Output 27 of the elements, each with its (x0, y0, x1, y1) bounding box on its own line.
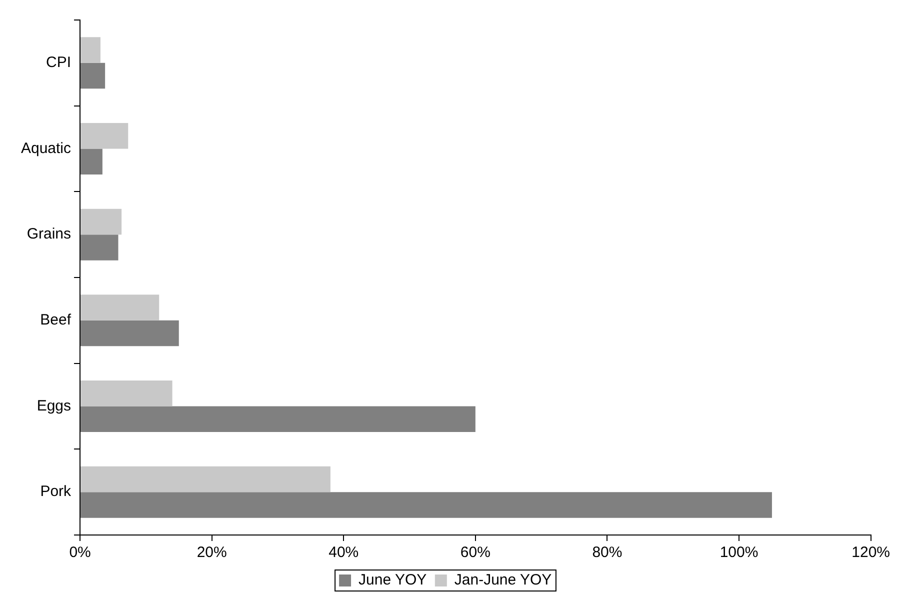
bar (80, 406, 476, 432)
bar (80, 294, 160, 320)
x-tick-label: 40% (328, 544, 359, 562)
y-tick-label: Aquatic (20, 140, 72, 157)
y-tick-label: CPI (46, 54, 72, 72)
bar (80, 62, 106, 89)
bar (80, 123, 128, 149)
y-tick-label: Grains (26, 226, 72, 243)
legend-label: Jan-June YOY (454, 572, 552, 589)
bar (80, 466, 330, 492)
x-tick-label: 100% (720, 544, 758, 562)
y-tick-label: Eggs (36, 397, 72, 414)
x-tick-label: 80% (592, 544, 622, 562)
y-tick-label: Pork (40, 483, 72, 500)
bar (80, 492, 772, 518)
x-tick-label: 60% (460, 544, 490, 562)
bar (80, 380, 172, 406)
x-tick-label: 120% (852, 544, 890, 562)
bar (80, 37, 100, 63)
y-tick-label: Beef (40, 312, 72, 329)
x-tick-label: 0% (69, 544, 91, 562)
x-tick-label: 20% (196, 544, 227, 562)
bar (80, 148, 102, 174)
legend-label: June YOY (358, 572, 427, 589)
bar (80, 320, 179, 346)
bar (80, 234, 118, 260)
bar (80, 208, 122, 235)
